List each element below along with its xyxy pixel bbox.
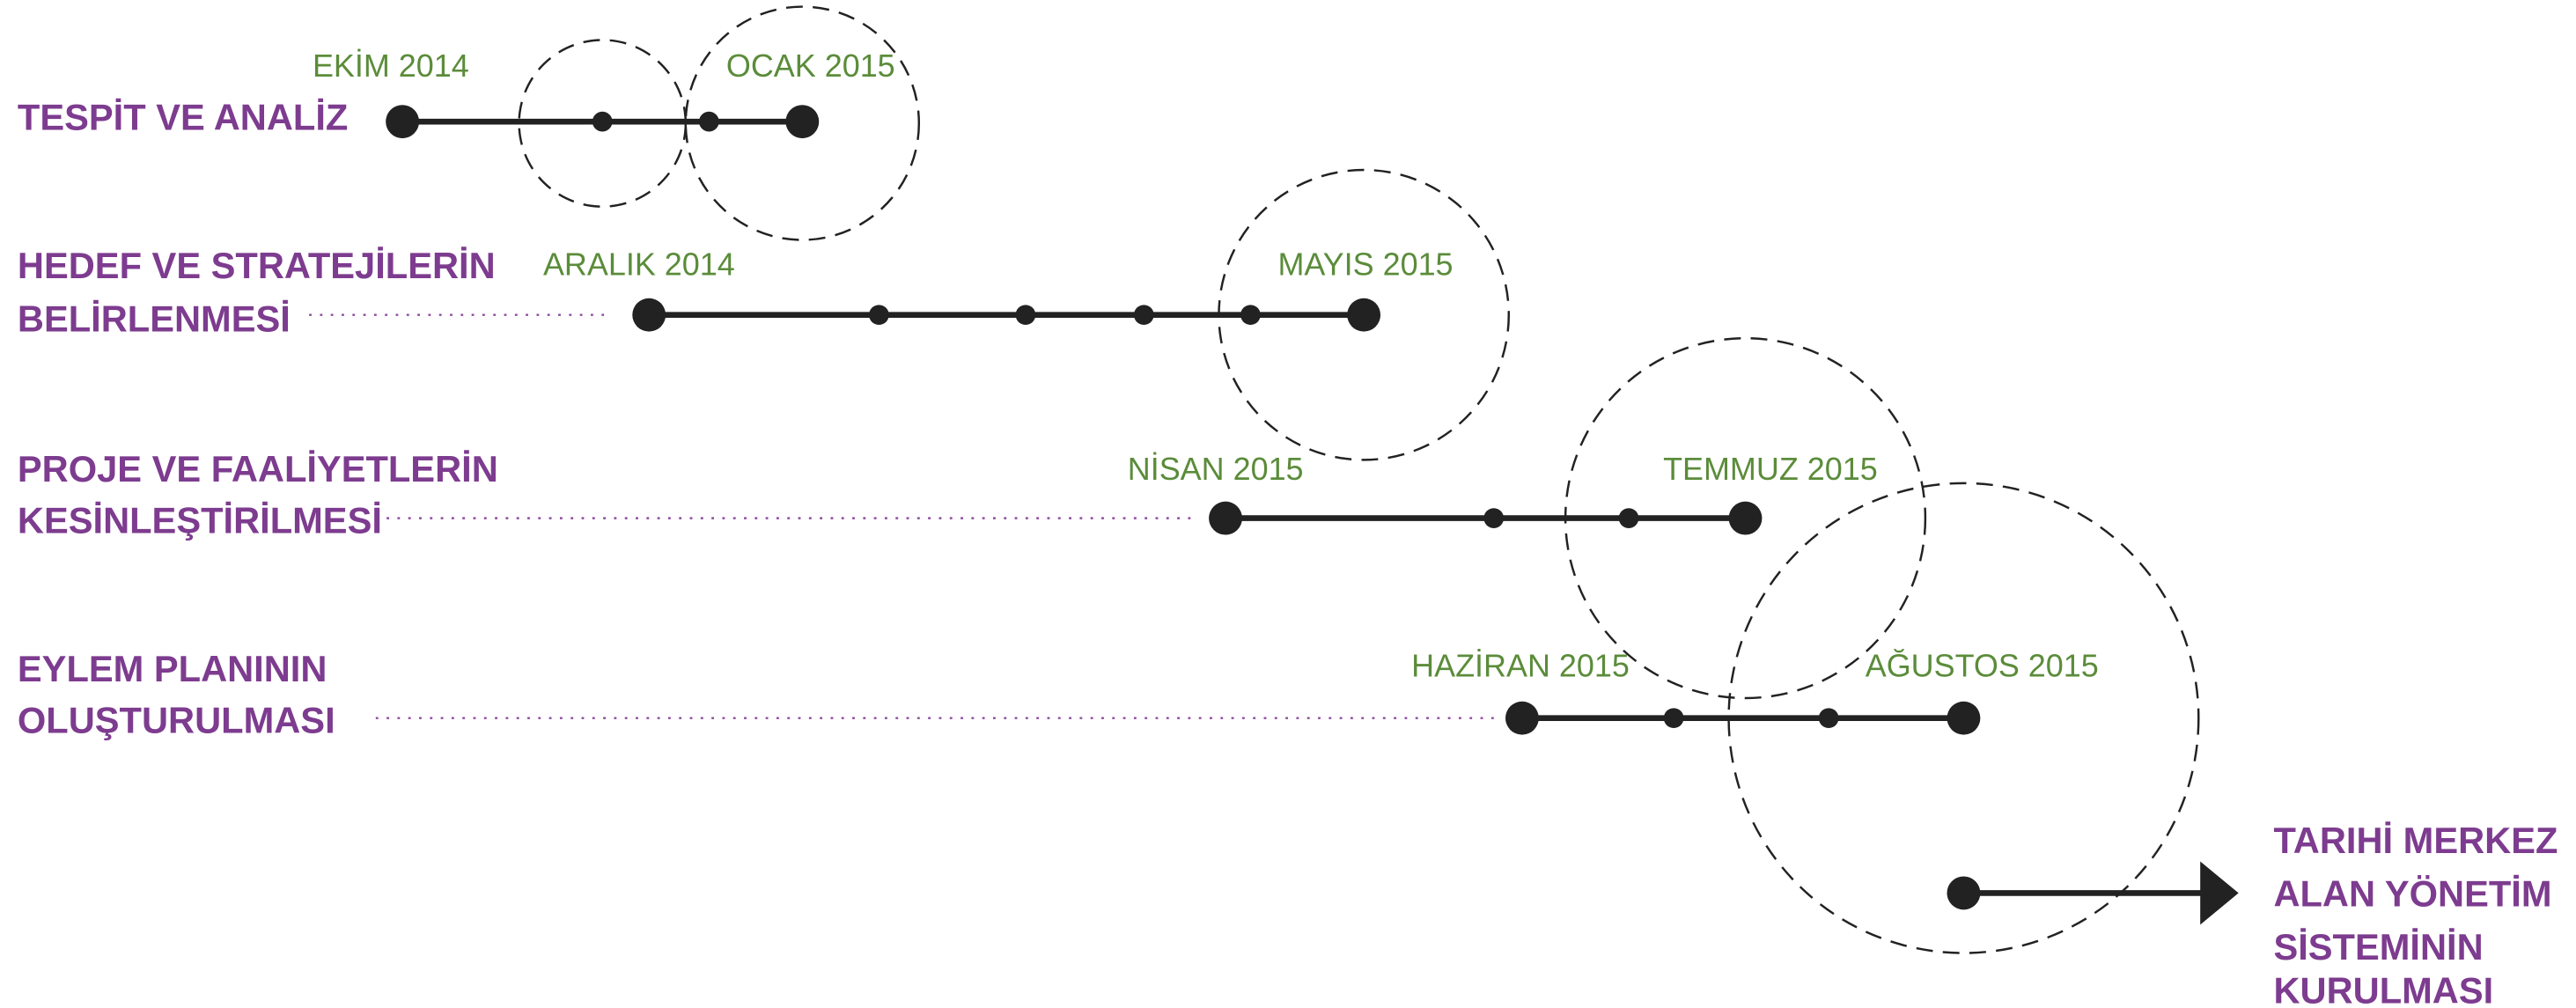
end-dot [1347, 298, 1381, 332]
mid-dot [1240, 305, 1261, 326]
goal-label: ALAN YÖNETİM [2273, 873, 2551, 915]
start-date: EKİM 2014 [313, 48, 469, 84]
mid-dot [1015, 305, 1036, 326]
dashed-circle [1727, 482, 2200, 954]
mid-dot [1618, 508, 1639, 528]
phase-label: PROJE VE FAALİYETLERİN [18, 448, 498, 489]
end-dot [785, 105, 820, 139]
start-dot [1209, 501, 1242, 535]
mid-dot [1483, 508, 1505, 528]
goal-label: KURULMASI [2273, 969, 2493, 1008]
phase-label: KESİNLEŞTİRİLMESİ [18, 500, 382, 541]
start-dot [632, 298, 666, 332]
end-dot [1947, 701, 1981, 735]
end-date: OCAK 2015 [726, 48, 895, 84]
end-date: AĞUSTOS 2015 [1866, 647, 2099, 683]
start-dot [386, 105, 420, 139]
mid-dot [1133, 305, 1154, 326]
phase-label: HEDEF VE STRATEJİLERİN [18, 245, 496, 286]
dashed-circle [684, 5, 921, 241]
mid-dot [1663, 708, 1684, 729]
mid-dot [869, 305, 889, 326]
start-dot [1505, 701, 1539, 735]
mid-dot [592, 111, 613, 132]
phase-label: BELİRLENMESİ [18, 298, 291, 340]
mid-dot [698, 111, 719, 132]
end-dot [1728, 501, 1763, 535]
end-date: MAYIS 2015 [1277, 246, 1453, 282]
start-date: HAZİRAN 2015 [1411, 647, 1630, 683]
start-date: ARALIK 2014 [543, 246, 735, 282]
phase-label: TESPİT VE ANALİZ [18, 97, 348, 138]
arrow-head [2200, 861, 2239, 925]
mid-dot [1818, 708, 1839, 729]
phase-label: OLUŞTURULMASI [18, 700, 335, 741]
goal-label: SİSTEMİNİN [2273, 926, 2483, 968]
goal-label: TARIHİ MERKEZ [2273, 820, 2558, 861]
phase-label: EYLEM PLANININ [18, 648, 328, 689]
start-dot [1947, 876, 1981, 910]
start-date: NİSAN 2015 [1128, 451, 1304, 487]
end-date: TEMMUZ 2015 [1663, 451, 1878, 487]
